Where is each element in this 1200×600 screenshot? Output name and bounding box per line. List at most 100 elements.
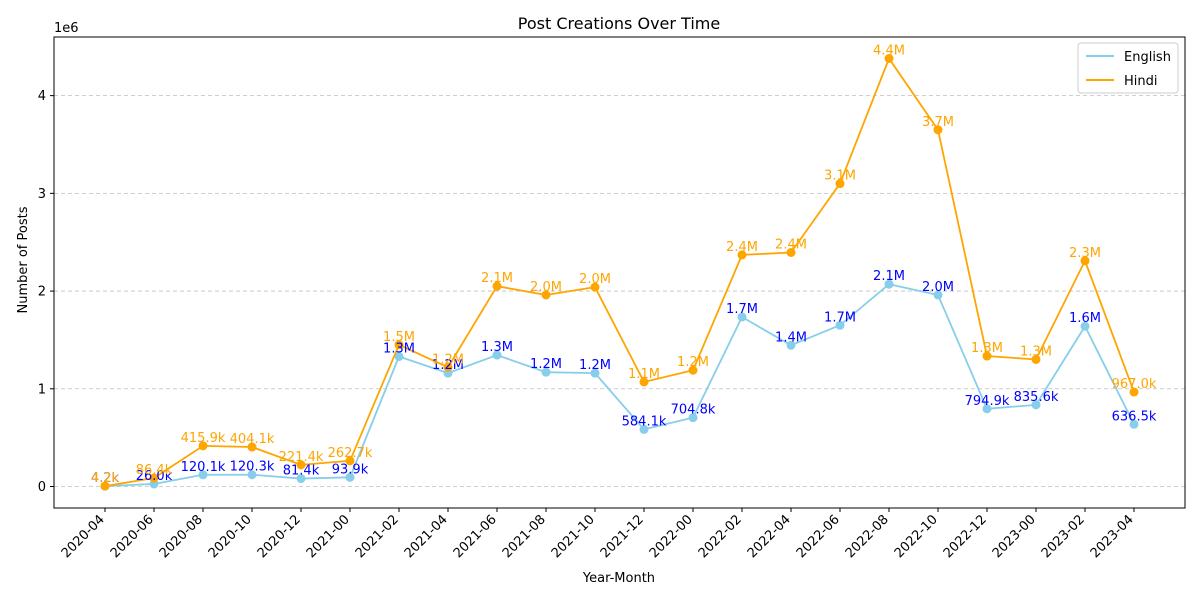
data-label: 2.0M <box>922 280 954 295</box>
y-tick-label: 2 <box>38 285 46 300</box>
data-label: 1.2M <box>432 358 464 373</box>
x-tick-label: 2021-00 <box>304 512 353 561</box>
y-tick-label: 1 <box>38 382 46 397</box>
data-label: 2.0M <box>530 280 562 295</box>
data-point <box>443 362 453 372</box>
data-label: 1.7M <box>726 302 758 317</box>
data-label: 1.2M <box>677 355 709 370</box>
data-point <box>296 474 306 484</box>
x-tick-label: 2021-12 <box>598 512 647 561</box>
data-label: 2.3M <box>1069 246 1101 261</box>
data-label: 835.6k <box>1014 390 1059 405</box>
x-tick-label: 2022-08 <box>843 512 892 561</box>
series-line-english <box>104 283 1135 487</box>
grid-layer <box>54 95 1185 487</box>
x-tick-label: 2023-04 <box>1088 512 1137 561</box>
data-point <box>590 282 600 292</box>
data-point <box>394 352 404 362</box>
data-point <box>688 365 698 375</box>
x-tick-label: 2020-06 <box>108 512 157 561</box>
data-label: 794.9k <box>965 394 1010 409</box>
data-point <box>541 367 551 377</box>
data-point <box>786 340 796 350</box>
data-point <box>639 377 649 387</box>
data-point <box>982 351 992 361</box>
data-point <box>590 368 600 378</box>
data-label: 2.1M <box>873 269 905 284</box>
data-point <box>982 404 992 414</box>
plot-frame <box>53 36 1186 509</box>
y-tick-label: 3 <box>38 187 46 202</box>
data-point <box>198 470 208 480</box>
tick-layer: 0 1 2 3 4 2020-04 2020-06 2020-08 2020-10 2020-12… <box>38 89 1137 561</box>
legend: English Hindi <box>1077 42 1179 94</box>
data-label: 3.1M <box>824 169 856 184</box>
data-point <box>296 460 306 470</box>
data-point <box>345 456 355 466</box>
x-tick-label: 2023-00 <box>990 512 1039 561</box>
data-label: 1.7M <box>824 310 856 325</box>
data-point <box>247 470 257 480</box>
data-point <box>541 290 551 300</box>
data-label: 4.2k <box>91 471 120 486</box>
legend-label-english: English <box>1124 50 1171 65</box>
x-tick-label: 2020-08 <box>157 512 206 561</box>
data-label: 704.8k <box>671 403 716 418</box>
x-tick-label: 2023-02 <box>1039 512 1088 561</box>
data-label: 81.4k <box>283 464 320 479</box>
y-offset-text: 1e6 <box>54 21 79 36</box>
x-tick-label: 2022-00 <box>647 512 696 561</box>
data-label: 2.4M <box>775 237 807 252</box>
x-tick-label: 2020-10 <box>206 512 255 561</box>
data-point <box>492 350 502 360</box>
chart-title: Post Creations Over Time <box>518 14 720 33</box>
data-label: 4.2k <box>91 471 120 486</box>
y-tick-label: 4 <box>38 89 46 104</box>
data-label: 584.1k <box>622 414 667 429</box>
x-tick-label: 2022-12 <box>941 512 990 561</box>
data-point <box>737 250 747 260</box>
x-tick-label: 2021-02 <box>353 512 402 561</box>
data-point <box>1080 256 1090 266</box>
data-label: 415.9k <box>181 431 226 446</box>
data-label: 1.2M <box>579 358 611 373</box>
data-label: 1.4M <box>775 330 807 345</box>
y-tick-label: 0 <box>38 480 46 495</box>
x-tick-label: 2022-10 <box>892 512 941 561</box>
data-label: 1.6M <box>1069 311 1101 326</box>
data-point <box>1129 387 1139 397</box>
data-point <box>1129 419 1139 429</box>
data-point <box>737 312 747 322</box>
data-point <box>198 441 208 451</box>
data-point <box>247 442 257 452</box>
x-tick-label: 2021-08 <box>500 512 549 561</box>
legend-label-hindi: Hindi <box>1124 74 1158 89</box>
data-point <box>786 247 796 257</box>
x-tick-label: 2021-10 <box>549 512 598 561</box>
data-label: 1.2M <box>432 352 464 367</box>
y-axis-label: Number of Posts <box>16 206 31 313</box>
data-label: 2.0M <box>579 272 611 287</box>
data-label: 404.1k <box>230 432 275 447</box>
x-tick-label: 2020-04 <box>59 512 108 561</box>
data-point <box>639 424 649 434</box>
data-label: 1.3M <box>481 340 513 355</box>
data-label: 86.4k <box>136 463 173 478</box>
data-label: 1.2M <box>530 357 562 372</box>
data-point <box>884 279 894 289</box>
data-point <box>933 125 943 135</box>
data-point <box>688 413 698 423</box>
data-point <box>394 340 404 350</box>
data-point <box>835 179 845 189</box>
data-label: 967.0k <box>1112 377 1157 392</box>
data-point <box>1031 354 1041 364</box>
data-label: 2.1M <box>481 271 513 286</box>
data-point <box>835 320 845 330</box>
series-line-hindi <box>104 56 1135 487</box>
data-point <box>492 281 502 291</box>
x-tick-label: 2022-02 <box>696 512 745 561</box>
data-label: 1.3M <box>383 342 415 357</box>
x-tick-label: 2021-06 <box>451 512 500 561</box>
data-label: 636.5k <box>1112 409 1157 424</box>
